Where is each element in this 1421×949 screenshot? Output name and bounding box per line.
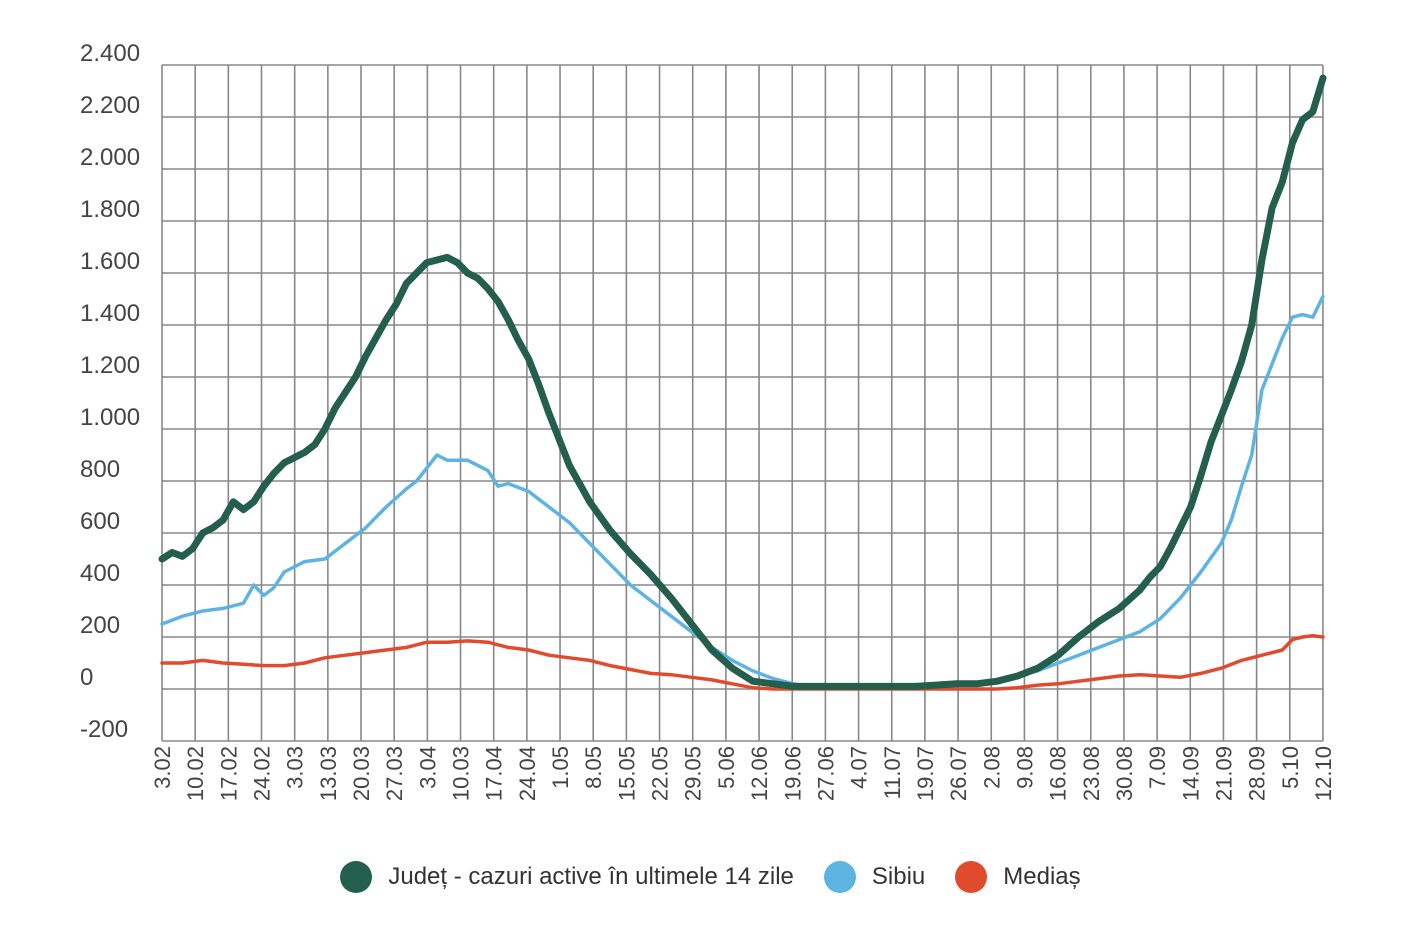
x-tick-label: 27.03 [382,746,407,801]
y-tick-label: -200 [80,716,128,743]
y-tick-label: 400 [80,560,120,587]
y-tick-label: 1.800 [80,196,140,223]
y-tick-label: 1.400 [80,300,140,327]
y-tick-label: 1.600 [80,248,140,275]
x-tick-label: 19.06 [780,746,805,801]
y-tick-label: 2.000 [80,144,140,171]
x-tick-label: 10.03 [449,746,474,801]
x-tick-label: 22.05 [648,746,673,801]
x-tick-label: 2.08 [979,746,1004,789]
y-tick-label: 800 [80,456,120,483]
legend-item: Sibiu [823,861,926,893]
x-tick-label: 5.06 [714,746,739,789]
x-tick-label: 17.02 [216,746,241,801]
x-tick-label: 15.05 [614,746,639,801]
x-tick-label: 5.10 [1278,746,1303,789]
x-tick-label: 24.04 [515,746,540,801]
y-tick-label: 2.200 [80,92,140,119]
chart-grid [161,64,1324,742]
y-tick-label: 1.200 [80,352,140,379]
legend-item: Mediaș [955,861,1081,893]
x-tick-label: 26.07 [946,746,971,801]
series-line [160,294,1325,689]
x-tick-label: 17.04 [482,746,507,801]
x-tick-label: 10.02 [183,746,208,801]
x-tick-label: 30.08 [1112,746,1137,801]
x-tick-label: 19.07 [913,746,938,801]
x-tick-label: 13.03 [316,746,341,801]
x-tick-label: 24.02 [250,746,275,801]
legend-swatch [955,861,988,893]
x-tick-label: 1.05 [548,746,573,789]
x-tick-label: 21.09 [1211,746,1236,801]
x-tick-label: 14.09 [1178,746,1203,801]
legend-label: Mediaș [1003,863,1081,890]
x-tick-label: 3.03 [283,746,308,789]
legend-item: Județ - cazuri active în ultimele 14 zil… [340,861,794,893]
x-tick-label: 29.05 [681,746,706,801]
y-tick-label: 600 [80,508,120,535]
y-axis-ticks: 2.400 2.200 2.000 1.800 1.600 1.400 1.200 1.000… [80,40,140,743]
series-line [158,74,1327,690]
x-tick-label: 12.10 [1311,746,1336,801]
chart-series [158,74,1327,691]
y-tick-label: 200 [80,612,120,639]
x-tick-label: 7.09 [1145,746,1170,789]
chart-legend: Județ - cazuri active în ultimele 14 zil… [0,852,1421,902]
x-tick-label: 28.09 [1245,746,1270,801]
legend-label: Județ - cazuri active în ultimele 14 zil… [388,863,794,890]
legend-swatch [340,861,373,893]
x-tick-label: 3.02 [150,746,175,789]
x-tick-label: 3.04 [415,746,440,789]
legend-label: Sibiu [871,863,926,890]
x-axis-ticks: 3.02 10.02 17.02 24.02 3.03 13.03 20.03 27.03 3.… [150,746,1336,801]
x-tick-label: 16.08 [1046,746,1071,801]
y-tick-label: 0 [80,664,93,691]
y-tick-label: 2.400 [80,40,140,67]
x-tick-label: 12.06 [747,746,772,801]
x-tick-label: 11.07 [880,746,905,799]
x-tick-label: 23.08 [1079,746,1104,801]
series-line [160,633,1325,691]
y-tick-label: 1.000 [80,404,140,431]
x-tick-label: 20.03 [349,746,374,801]
legend-swatch [823,861,856,893]
x-tick-label: 8.05 [581,746,606,789]
x-tick-label: 4.07 [847,746,872,789]
x-tick-label: 9.08 [1012,746,1037,789]
x-tick-label: 27.06 [813,746,838,801]
